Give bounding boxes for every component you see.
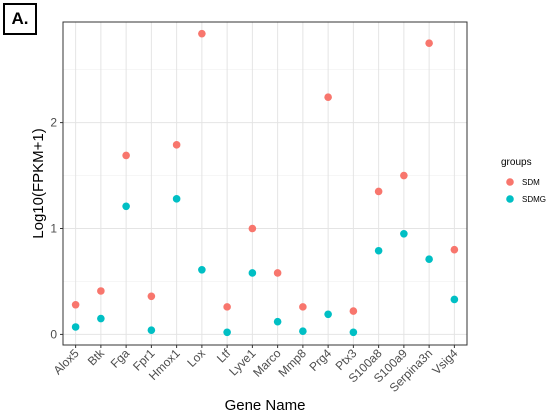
point-sdm-ptx3 <box>349 307 358 315</box>
point-sdmg-ltf <box>223 328 231 337</box>
x-tick-label: Mmp8 <box>276 346 310 380</box>
legend-title: groups <box>501 157 532 168</box>
legend-key-sdm <box>506 178 514 186</box>
y-tick-label: 2 <box>50 116 57 130</box>
point-sdm-serpina3n <box>425 39 433 47</box>
point-sdmg-s100a8 <box>374 246 383 255</box>
point-sdm-mmp8 <box>299 303 307 311</box>
legend-label-sdmg: SDMG <box>522 195 546 204</box>
x-tick-label: Alox5 <box>51 346 82 377</box>
panel-label: A. <box>3 3 37 35</box>
point-sdmg-prg4 <box>324 310 332 319</box>
grid <box>62 21 468 346</box>
y-tick-label: 0 <box>50 327 57 341</box>
legend: groups SDM SDMG <box>501 157 546 204</box>
data-points <box>71 29 459 337</box>
point-sdmg-fpr1 <box>147 326 156 334</box>
point-sdmg-ptx3 <box>349 328 358 337</box>
point-sdmg-alox5 <box>71 323 80 331</box>
y-axis-title: Log10(FPKM+1) <box>30 128 47 238</box>
point-sdmg-fga <box>122 202 130 211</box>
point-sdm-prg4 <box>324 93 332 101</box>
point-sdmg-lyve1 <box>248 269 257 277</box>
point-sdm-marco <box>273 269 282 277</box>
point-sdmg-mmp8 <box>299 327 307 336</box>
point-sdmg-serpina3n <box>425 255 433 264</box>
x-tick-label: Lox <box>184 346 208 370</box>
point-sdm-alox5 <box>71 300 80 309</box>
point-sdm-ltf <box>223 303 231 311</box>
point-sdm-hmox1 <box>172 141 181 149</box>
x-tick-label: Vsig4 <box>429 346 460 377</box>
plot-panel-border <box>62 21 468 346</box>
point-sdm-s100a8 <box>374 187 383 196</box>
x-axis-title: Gene Name <box>225 397 306 414</box>
point-sdm-fpr1 <box>147 292 156 301</box>
x-tick-label: Prg4 <box>306 346 334 374</box>
point-sdmg-hmox1 <box>172 195 181 203</box>
point-sdmg-vsig4 <box>450 295 459 304</box>
point-sdmg-btk <box>97 314 105 323</box>
x-tick-label: Marco <box>250 346 284 380</box>
point-sdmg-s100a9 <box>400 230 408 238</box>
x-tick-label: Btk <box>85 346 108 369</box>
x-tick-label: Ltf <box>214 346 234 366</box>
point-sdm-s100a9 <box>400 171 408 180</box>
legend-key-sdmg <box>506 195 514 203</box>
point-sdm-fga <box>122 151 130 160</box>
y-tick-label: 1 <box>50 222 57 236</box>
point-sdm-lyve1 <box>248 224 257 233</box>
point-sdm-lox <box>198 29 206 38</box>
x-tick-label: Fga <box>108 346 133 371</box>
point-sdm-btk <box>97 287 105 295</box>
legend-label-sdm: SDM <box>522 178 540 187</box>
point-sdmg-marco <box>273 317 282 326</box>
y-axis-ticks: 0 1 2 <box>50 116 63 341</box>
point-sdm-vsig4 <box>450 245 459 254</box>
point-sdmg-lox <box>198 266 206 274</box>
